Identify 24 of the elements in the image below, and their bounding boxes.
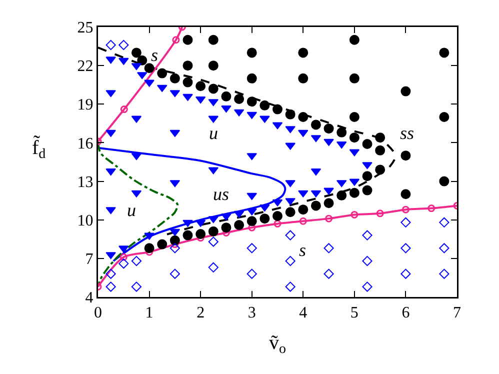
- y-tick-label: 13: [77, 174, 94, 191]
- x-tick-label: 4: [299, 304, 308, 322]
- x-axis-title: ṽ$_{o}$: [269, 332, 286, 358]
- y-axis-title: f̃$_{d}$: [32, 135, 46, 162]
- y-tick-label: 7: [85, 251, 94, 268]
- annotation: s: [299, 240, 306, 260]
- x-tick-label: 5: [350, 304, 358, 322]
- y-tick-label: 16: [77, 135, 94, 152]
- y-tick-label: 10: [77, 212, 94, 230]
- y-tick-label: 4: [85, 290, 94, 307]
- y-tick-label: 19: [77, 96, 94, 114]
- annotation: us: [213, 184, 230, 204]
- annotation: u: [209, 123, 218, 143]
- x-tick-label: 2: [196, 304, 205, 322]
- x-tick-label: 7: [453, 304, 461, 322]
- annotation: u: [127, 200, 136, 220]
- x-tick-label: 1: [145, 304, 154, 322]
- x-tick-label: 6: [402, 304, 410, 322]
- y-tick-label: 25: [77, 20, 94, 37]
- x-tick-label: 0: [94, 304, 102, 322]
- annotation: ss: [400, 123, 414, 143]
- x-tick-label: 3: [248, 304, 256, 322]
- y-tick-label: 22: [77, 58, 94, 76]
- annotation: s: [151, 45, 158, 65]
